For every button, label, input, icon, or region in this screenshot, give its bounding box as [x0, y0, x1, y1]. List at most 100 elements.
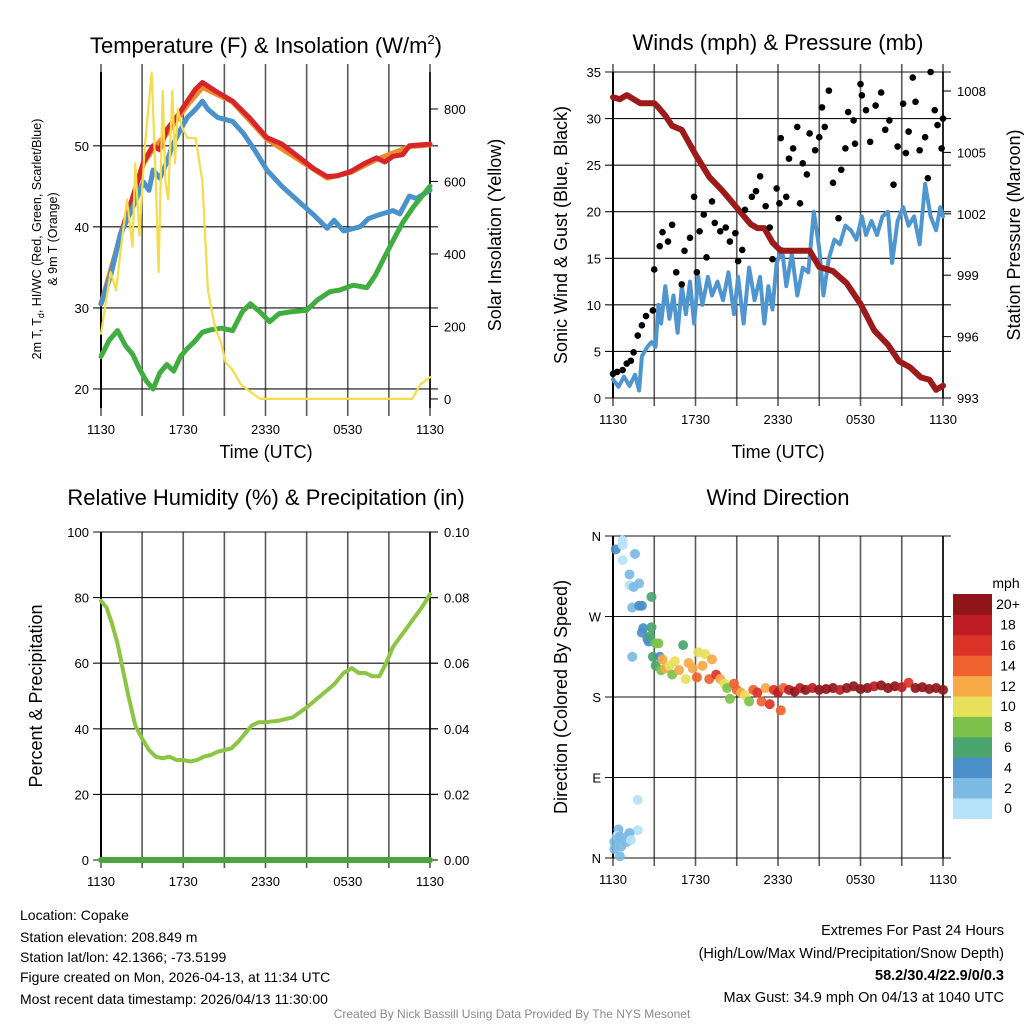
extremes-values: 58.2/30.4/22.9/0/0.3	[875, 968, 1004, 984]
temperature-panel: 20 30 40 50 0 200 400 600 800 1130 1730 2330 0530 113…	[75, 64, 466, 437]
y-tick-label: 5	[594, 344, 601, 359]
wind-direction-point	[760, 683, 771, 694]
temperature-x-label: Time (UTC)	[219, 442, 312, 462]
y-tick-label: 20	[587, 205, 601, 220]
wind-gust-point	[642, 312, 650, 320]
wind-gust-point	[866, 138, 874, 146]
y-tick-label: 20	[75, 382, 89, 397]
pressure-y-label: Station Pressure (Maroon)	[1004, 129, 1024, 340]
y2-tick-label: 1002	[957, 207, 986, 222]
colorbar-label: 6	[1004, 739, 1012, 755]
wind-gust-point	[799, 159, 807, 167]
wind-gust-point	[708, 198, 716, 205]
x-tick-label: 1730	[681, 872, 710, 887]
wind-gust-point	[890, 181, 897, 189]
wind-gust-point	[894, 143, 901, 150]
wind-direction-point	[700, 649, 711, 660]
colorbar-label: 16	[1000, 637, 1016, 653]
wind-gust-point	[924, 174, 932, 182]
y-tick-label: 40	[75, 722, 89, 737]
y2-tick-label: 0.04	[444, 722, 469, 737]
x-tick-label: 0530	[333, 874, 362, 889]
wind-direction-point	[724, 693, 735, 704]
y-tick-label: W	[589, 610, 602, 625]
x-tick-label: 1730	[169, 874, 198, 889]
humidity-panel: 0 20 40 60 80 100 0.00 0.02 0.04 0.06 0.08 0.10 1130…	[67, 525, 469, 889]
y-tick-label: E	[592, 771, 601, 786]
wind-gust-point	[613, 368, 621, 376]
wind-gust-point	[678, 281, 686, 288]
dewpoint-line	[98, 183, 433, 392]
wind-gust-point	[634, 332, 642, 339]
x-tick-label: 2330	[764, 412, 793, 427]
y2-tick-label: 996	[957, 330, 979, 345]
wind-gust-point	[711, 219, 719, 227]
x-tick-label: 1130	[929, 412, 957, 427]
wind-gust-point	[726, 238, 734, 245]
x-tick-label: 0530	[846, 412, 875, 427]
wind-direction-point	[775, 705, 786, 716]
wind-gust-point	[934, 121, 941, 129]
footer-recent-data: Most recent data timestamp: 2026/04/13 1…	[20, 991, 328, 1007]
wind-chill-line	[98, 98, 433, 307]
wind-direction-point	[669, 656, 680, 667]
footer-latlon: Station lat/lon: 42.1366; -73.5199	[20, 949, 226, 965]
wind-gust-point	[756, 173, 764, 180]
wind-gust-point	[681, 247, 688, 255]
2m-temperature-line	[98, 80, 433, 307]
colorbar-swatch	[953, 675, 992, 697]
wind-gust-point	[776, 200, 783, 207]
y2-tick-label: 0.10	[444, 525, 469, 540]
wind-gust-point	[668, 221, 676, 229]
wind-gust-point	[850, 117, 857, 124]
wind-gust-point	[722, 224, 730, 231]
wind-direction-point	[938, 684, 948, 695]
wind-gust-point	[872, 102, 879, 109]
wind-gust-point	[686, 234, 694, 242]
solar-insolation-line	[99, 71, 432, 400]
colorbar-swatch	[953, 655, 992, 677]
y2-tick-label: 0.08	[444, 591, 469, 606]
wind-gust-point	[821, 123, 829, 131]
temperature-y-label: 2m T, Td, HI/WC (Red, Green, Scarlet/Blu…	[30, 119, 46, 360]
wind-direction-point	[647, 651, 658, 662]
wind-gust-point	[881, 126, 889, 134]
wind-gust-point	[902, 149, 910, 157]
wind-direction-point	[756, 696, 767, 707]
wind-direction-point	[691, 672, 702, 683]
wind-gust-point	[773, 185, 780, 192]
wind-gust-point	[693, 268, 701, 276]
wind-gust-point	[825, 87, 833, 94]
wind-gust-point	[716, 227, 724, 235]
wind-direction-point	[744, 696, 755, 707]
wind-gust-point	[748, 193, 756, 201]
y-tick-label: 10	[587, 298, 601, 313]
colorbar-label: 18	[1000, 617, 1016, 633]
y-tick-label: 20	[75, 787, 89, 802]
wind-gust-point	[690, 193, 698, 201]
wind-gust-point	[696, 227, 703, 235]
colorbar-swatch	[953, 777, 992, 799]
wind-direction-point	[752, 687, 763, 698]
colorbar-label: 20+	[996, 596, 1020, 612]
colorbar-swatch	[953, 614, 992, 636]
wind-gust-point	[857, 80, 864, 88]
wind-gust-point	[638, 322, 646, 329]
wind-gust-point	[700, 211, 708, 218]
credit-line: Created By Nick Bassill Using Data Provi…	[334, 1007, 691, 1021]
y-tick-label: 30	[75, 301, 89, 316]
wind-gust-point	[927, 68, 934, 76]
y2-tick-label: 993	[957, 391, 979, 406]
y-tick-label: 50	[75, 139, 89, 154]
wind-gust-point	[858, 91, 866, 99]
x-tick-label: 1130	[929, 872, 957, 887]
colorbar-swatch	[953, 716, 992, 738]
wind-gust-point	[766, 224, 774, 231]
wind-gust-point	[803, 171, 811, 178]
wind-gust-point	[703, 254, 710, 261]
wind-gust-point	[793, 123, 801, 131]
humidity-y-label: Percent & Precipitation	[26, 604, 46, 787]
wind-direction-point	[764, 699, 775, 710]
wind-direction-point	[653, 638, 664, 649]
